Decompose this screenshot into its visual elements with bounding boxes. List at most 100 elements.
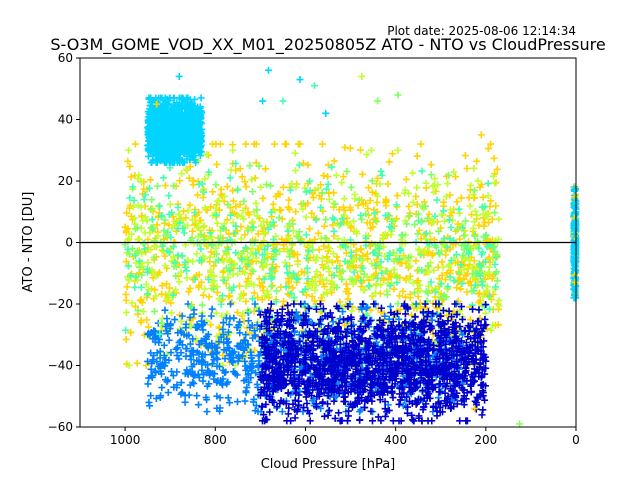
scatter-point (172, 286, 180, 294)
scatter-point (152, 395, 160, 403)
scatter-point (373, 198, 381, 206)
scatter-point (189, 177, 197, 185)
scatter-point (386, 303, 394, 311)
scatter-point (146, 176, 154, 184)
scatter-point (228, 299, 236, 307)
scatter-point (203, 369, 211, 377)
scatter-point (374, 274, 382, 282)
scatter-point (350, 217, 358, 225)
scatter-point (169, 253, 177, 261)
scatter-point (293, 274, 301, 282)
scatter-point (266, 408, 274, 416)
scatter-point (158, 282, 166, 290)
scatter-point (298, 301, 306, 309)
scatter-point (169, 372, 177, 380)
scatter-point (443, 243, 451, 251)
scatter-point (224, 201, 232, 209)
scatter-point (201, 204, 209, 212)
scatter-point (376, 180, 384, 188)
scatter-point (441, 276, 449, 284)
scatter-point (452, 173, 460, 181)
scatter-point (148, 360, 156, 368)
scatter-point (425, 240, 433, 248)
scatter-point (215, 197, 223, 205)
scatter-point (484, 179, 492, 187)
scatter-point (219, 273, 227, 281)
scatter-points (121, 66, 580, 428)
scatter-point (219, 319, 227, 327)
scatter-point (142, 362, 150, 369)
scatter-point (252, 369, 260, 377)
scatter-point (427, 278, 435, 286)
scatter-point (161, 306, 169, 314)
scatter-point (478, 281, 486, 289)
scatter-point (238, 255, 246, 263)
scatter-point (357, 406, 365, 414)
scatter-point (339, 215, 347, 223)
scatter-point (489, 321, 497, 329)
scatter-point (178, 312, 186, 320)
scatter-point (438, 210, 446, 218)
scatter-point (209, 350, 217, 358)
scatter-point (145, 94, 153, 102)
scatter-point (263, 287, 271, 295)
scatter-point (304, 275, 312, 283)
scatter-point (236, 329, 244, 337)
scatter-point (195, 401, 203, 409)
scatter-point (475, 260, 483, 268)
scatter-point (199, 291, 207, 299)
scatter-point (236, 201, 244, 209)
scatter-point (323, 276, 331, 284)
scatter-point (407, 311, 415, 319)
scatter-point (233, 342, 241, 350)
scatter-point (453, 284, 461, 292)
scatter-point (325, 256, 333, 264)
scatter-point (147, 159, 155, 167)
scatter-point (190, 310, 198, 318)
scatter-point (359, 264, 367, 272)
scatter-point (487, 326, 495, 334)
scatter-point (141, 245, 149, 253)
scatter-point (355, 196, 363, 204)
scatter-point (244, 227, 252, 235)
scatter-point (229, 354, 237, 362)
scatter-point (317, 404, 325, 412)
scatter-point (277, 206, 285, 214)
scatter-point (170, 182, 178, 190)
scatter-point (190, 135, 198, 143)
scatter-point (318, 189, 326, 197)
scatter-point (201, 285, 209, 293)
scatter-point (182, 165, 190, 173)
scatter-point (217, 185, 225, 193)
scatter-point (454, 226, 462, 234)
scatter-point (311, 235, 319, 243)
scatter-point (460, 266, 468, 274)
scatter-point (278, 408, 286, 416)
scatter-point (413, 201, 421, 209)
scatter-point (403, 409, 411, 417)
scatter-point (446, 191, 454, 199)
scatter-point (261, 246, 269, 254)
scatter-point (193, 320, 201, 328)
scatter-point (466, 245, 474, 253)
scatter-point (242, 387, 250, 395)
scatter-point (209, 188, 217, 196)
scatter-point (216, 234, 224, 242)
scatter-point (273, 287, 281, 295)
scatter-point (285, 234, 293, 242)
scatter-point (211, 342, 219, 350)
scatter-point (242, 140, 250, 148)
scatter-point (476, 297, 484, 305)
scatter-point (147, 205, 155, 213)
scatter-point (234, 186, 242, 194)
scatter-point (211, 370, 219, 378)
scatter-point (337, 220, 345, 228)
scatter-point (412, 192, 420, 200)
scatter-point (165, 140, 173, 148)
scatter-point (262, 165, 270, 173)
scatter-point (283, 262, 291, 270)
scatter-point (150, 141, 158, 149)
scatter-point (241, 178, 249, 186)
scatter-point (294, 313, 302, 321)
scatter-point (466, 202, 474, 210)
